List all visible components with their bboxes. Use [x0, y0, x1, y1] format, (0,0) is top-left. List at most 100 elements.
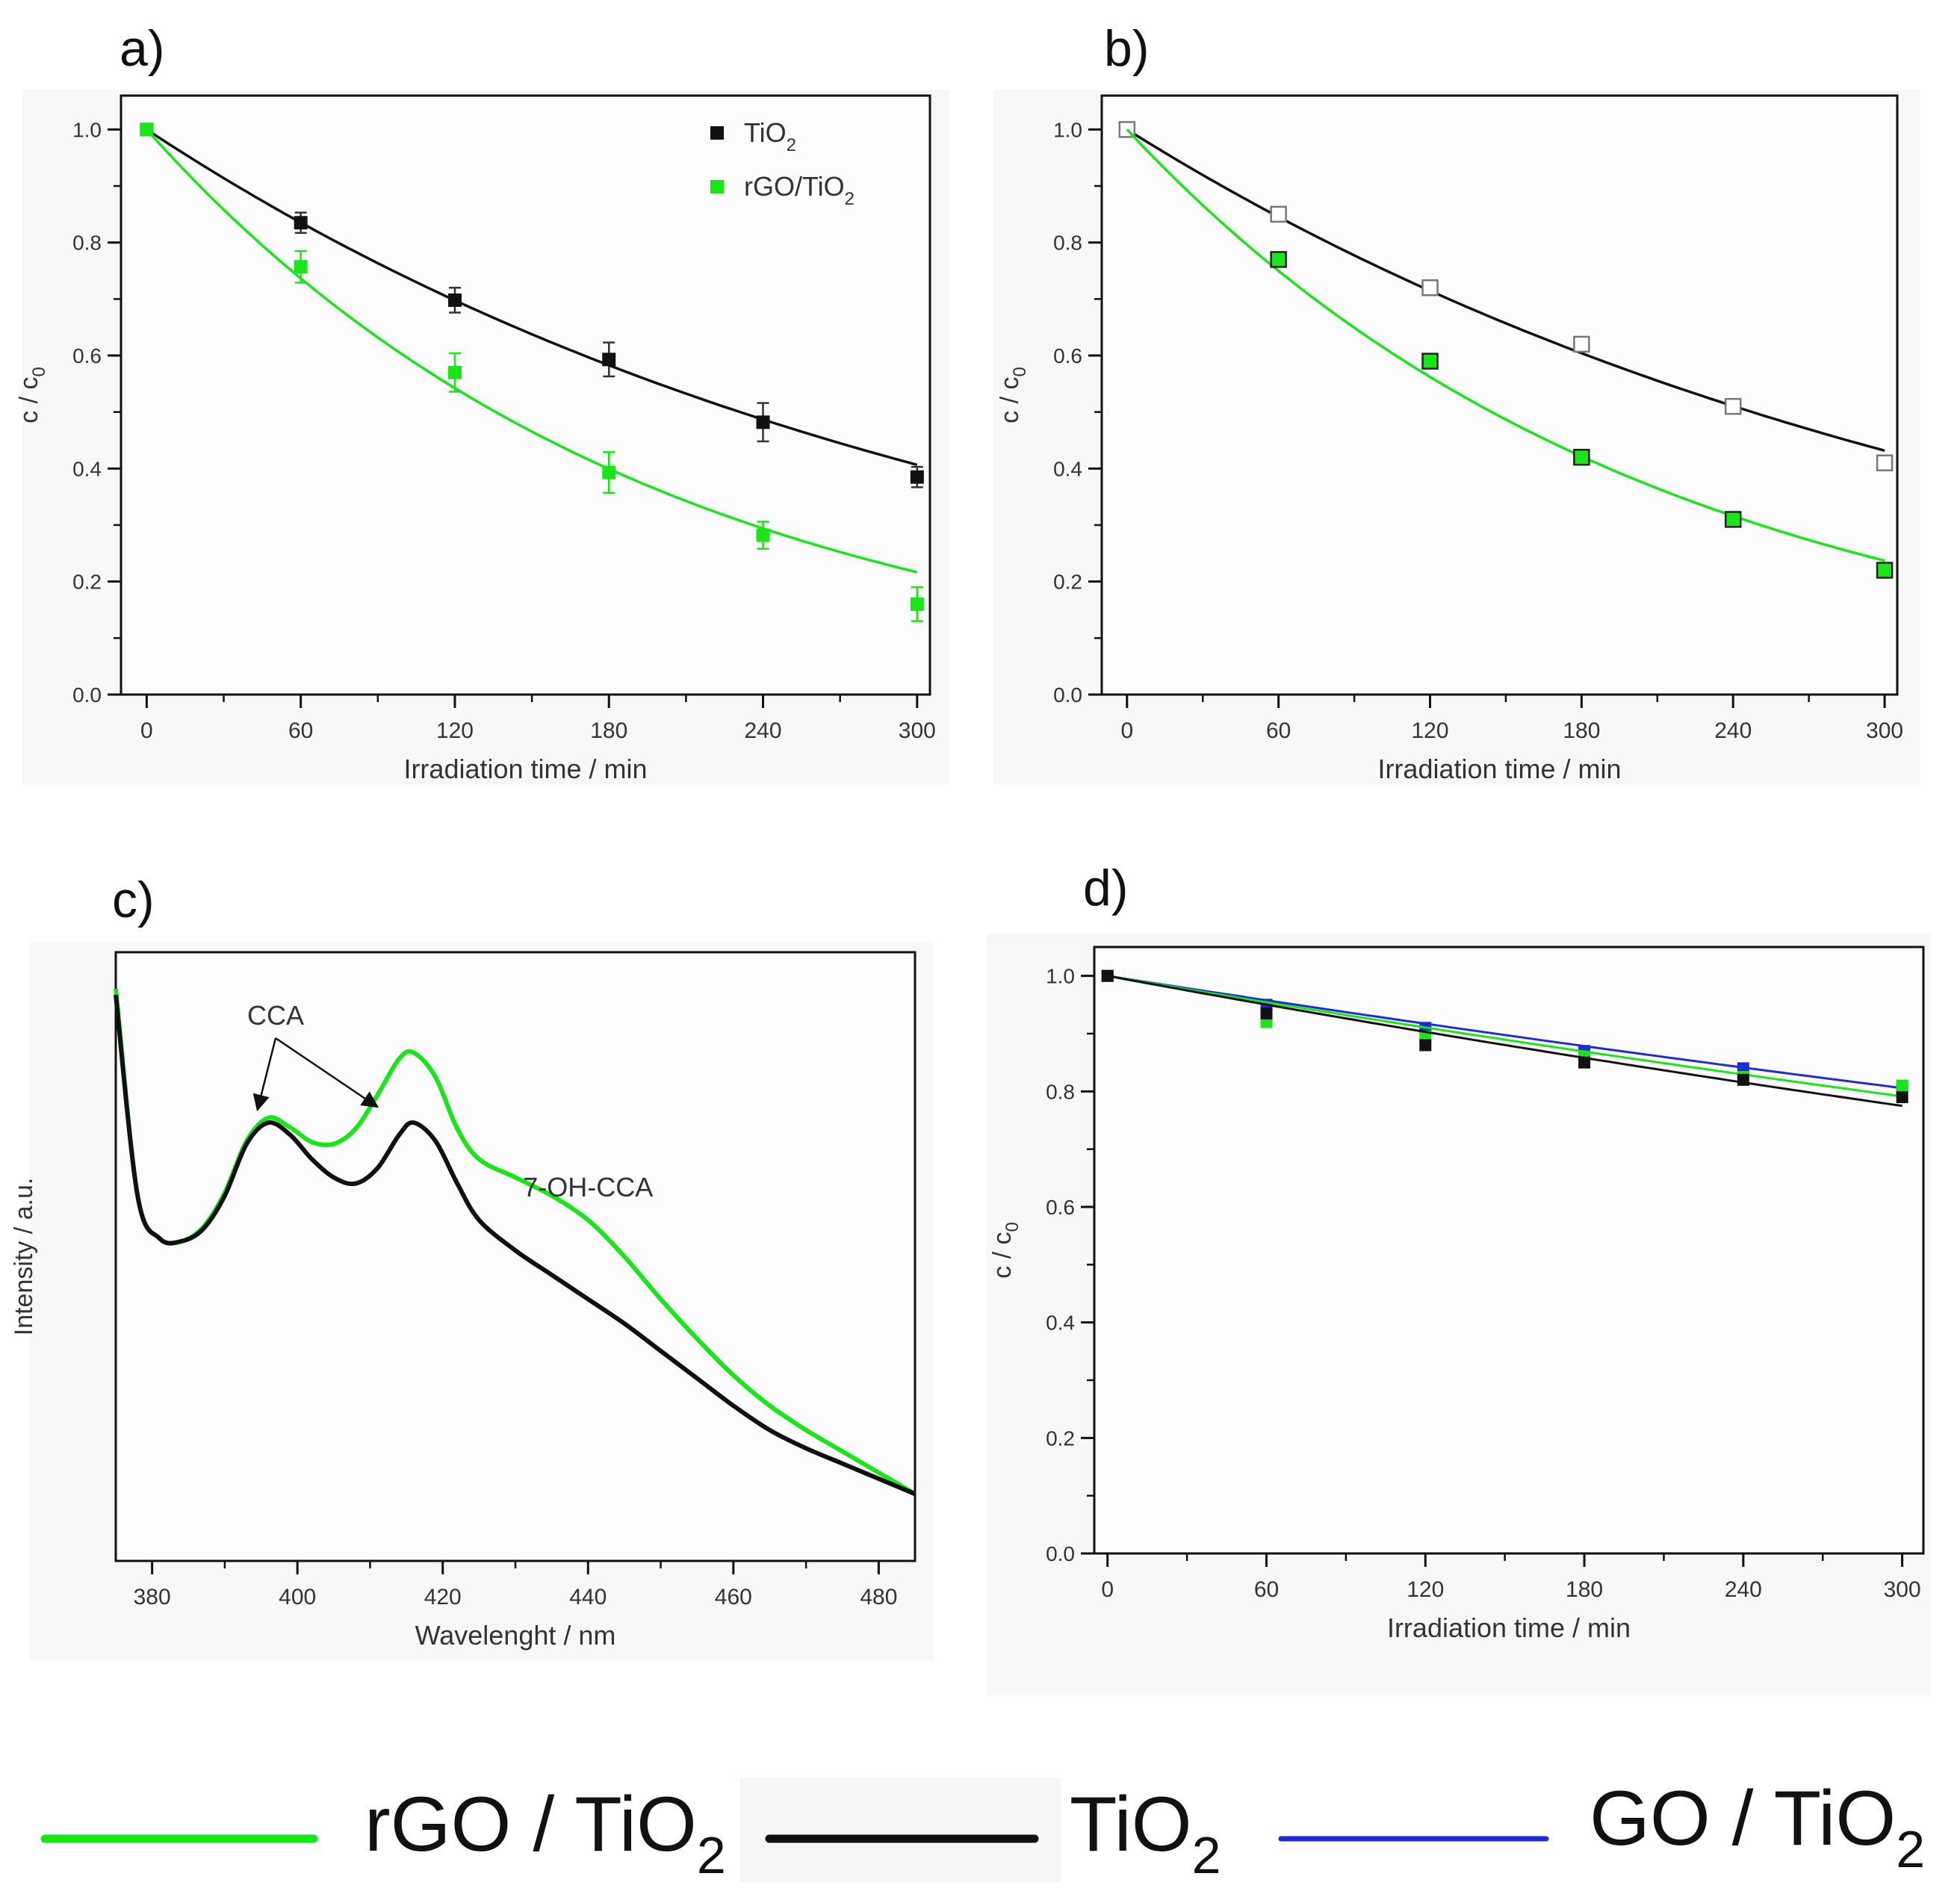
- y-axis-label-sub: 0: [29, 367, 49, 376]
- data-point-tio2: [756, 415, 770, 429]
- annotation-7-oh-cca: 7-OH-CCA: [523, 1172, 653, 1202]
- data-point-tio2: [1737, 1073, 1749, 1086]
- data-point-tio2: [910, 470, 924, 484]
- x-tick-label: 180: [1566, 1577, 1603, 1602]
- fit-curve-tio2: [146, 128, 918, 467]
- data-point-tio2: [1573, 335, 1590, 353]
- inset-legend-sub: 2: [787, 135, 796, 155]
- y-tick-label: 0.0: [72, 683, 102, 707]
- legend-label-2: GO / TiO2: [1590, 1775, 1925, 1878]
- y-tick-label: 0.2: [1053, 571, 1082, 594]
- x-tick-label: 420: [424, 1585, 462, 1609]
- legend-sub: 2: [1192, 1826, 1221, 1884]
- annotation-cca: CCA: [247, 1000, 304, 1031]
- data-point-tio2: [602, 353, 616, 367]
- x-tick-label: 460: [715, 1585, 752, 1609]
- inset-legend-sub: 2: [845, 189, 855, 209]
- y-tick-label: 0.0: [1046, 1542, 1075, 1565]
- x-tick-label: 0: [1101, 1577, 1114, 1602]
- x-axis-label: Irradiation time / min: [403, 754, 647, 784]
- panel-label: b): [1104, 20, 1149, 77]
- legend-label-0: rGO / TiO2: [365, 1781, 726, 1884]
- panel-b: b) 0 60 120 180 240 300 Irradiation time / min 0…: [993, 20, 1920, 784]
- y-tick-label: 0.8: [1053, 232, 1082, 255]
- y-tick-label: 0.6: [1046, 1196, 1075, 1219]
- x-tick-label: 300: [1884, 1577, 1921, 1602]
- inset-legend-text: rGO/TiO: [744, 171, 845, 202]
- y-tick-label: 0.6: [72, 344, 102, 367]
- legend-text: TiO: [1070, 1781, 1192, 1868]
- x-tick-label: 300: [899, 718, 936, 743]
- data-point-rgo-tio2: [140, 122, 154, 137]
- legend-sub: 2: [1896, 1820, 1925, 1878]
- x-tick-label: 120: [1407, 1577, 1444, 1602]
- x-tick-label: 180: [590, 718, 627, 743]
- y-tick-label: 0.4: [1046, 1311, 1075, 1335]
- data-point-rgo-tio2: [1876, 562, 1894, 579]
- legend-backdrop: [739, 1778, 1061, 1882]
- data-point-rgo-tio2: [602, 465, 616, 479]
- arrow-cca-right: [275, 1037, 379, 1108]
- panel-label: a): [120, 20, 164, 77]
- x-tick-label: 60: [1266, 718, 1291, 743]
- y-axis-label-text: Intensity / a.u.: [10, 1178, 38, 1336]
- y-axis-label: c / c0: [996, 367, 1030, 423]
- data-point-rgo-tio2: [910, 597, 924, 611]
- y-axis-label: c / c0: [988, 1222, 1023, 1279]
- y-axis-label-text: c / c: [988, 1232, 1017, 1279]
- y-axis-label: Intensity / a.u.: [10, 1178, 38, 1336]
- legend-text: GO / TiO: [1590, 1775, 1896, 1862]
- inset-legend-text: TiO: [744, 117, 787, 148]
- y-tick-label: 0.8: [72, 232, 102, 255]
- data-point-tio2: [1270, 205, 1287, 223]
- data-point-tio2: [1419, 1039, 1432, 1052]
- data-point-rgo-tio2: [756, 528, 770, 542]
- y-tick-label: 0.2: [72, 571, 102, 594]
- arrow-cca-left: [252, 1037, 277, 1112]
- x-tick-label: 180: [1563, 718, 1600, 743]
- plot-frame: [1093, 946, 1925, 1555]
- x-axis-label: Irradiation time / min: [1377, 754, 1621, 784]
- plot-frame: [114, 951, 917, 1562]
- x-tick-label: 240: [744, 718, 781, 743]
- panel-c: c) 380 400 420 440 460 480 Wavelenght / nm Inten…: [10, 872, 934, 1660]
- x-tick-label: 0: [140, 718, 153, 743]
- legend-label-1: TiO2: [1070, 1781, 1221, 1884]
- x-tick-label: 400: [279, 1585, 316, 1609]
- data-point-tio2: [1578, 1056, 1591, 1069]
- y-axis-label: c / c0: [15, 367, 49, 423]
- fit-curve-tio2: [1107, 975, 1902, 1108]
- x-tick-label: 0: [1120, 718, 1133, 743]
- data-point-tio2: [1421, 279, 1439, 296]
- bottom-legend: rGO / TiO2 TiO2 GO / TiO2: [40, 1775, 1925, 1884]
- data-point-tio2: [1896, 1091, 1908, 1104]
- y-axis-label-text: c / c: [996, 377, 1024, 423]
- y-axis-label-sub: 0: [1002, 1222, 1023, 1232]
- data-point-rgo-tio2: [1724, 511, 1742, 528]
- x-axis-label: Irradiation time / min: [1387, 1612, 1631, 1643]
- data-point-rgo-tio2: [294, 260, 308, 274]
- data-point-tio2: [1260, 1007, 1273, 1019]
- fit-curve-tio2: [1126, 128, 1885, 453]
- x-tick-label: 380: [134, 1585, 171, 1609]
- panel-a: a) 0 60 120 180 240 300 Irradiation time / min 0…: [15, 20, 949, 784]
- plot-frame: [1100, 94, 1899, 696]
- y-tick-label: 0.0: [1053, 683, 1082, 707]
- fit-curve-rgo-tio2: [1126, 128, 1885, 562]
- y-tick-label: 0.4: [72, 457, 102, 480]
- panel-label: c): [112, 872, 155, 928]
- spectrum-tio2: [114, 994, 917, 1497]
- x-tick-label: 480: [860, 1585, 897, 1609]
- inset-legend-label: rGO/TiO2: [744, 171, 855, 209]
- x-tick-label: 240: [1725, 1577, 1762, 1602]
- inset-legend-marker: [710, 180, 724, 193]
- x-tick-label: 120: [436, 718, 474, 743]
- fit-curve-go-tio2: [1107, 975, 1902, 1090]
- y-axis-label-sub: 0: [1010, 367, 1030, 376]
- data-point-rgo-tio2: [1896, 1079, 1908, 1092]
- y-tick-label: 0.4: [1053, 457, 1082, 480]
- data-point-tio2: [447, 293, 462, 307]
- y-tick-label: 1.0: [72, 118, 102, 141]
- data-point-tio2: [1876, 454, 1894, 472]
